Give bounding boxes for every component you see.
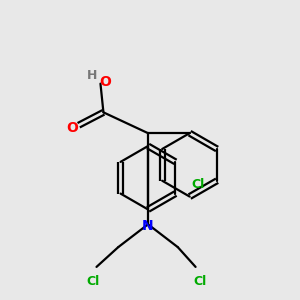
Text: N: N — [142, 219, 154, 233]
Text: O: O — [66, 121, 78, 135]
Text: Cl: Cl — [86, 275, 99, 288]
Text: O: O — [100, 75, 111, 88]
Text: Cl: Cl — [192, 178, 205, 190]
Text: Cl: Cl — [193, 275, 206, 288]
Text: H: H — [87, 69, 98, 82]
